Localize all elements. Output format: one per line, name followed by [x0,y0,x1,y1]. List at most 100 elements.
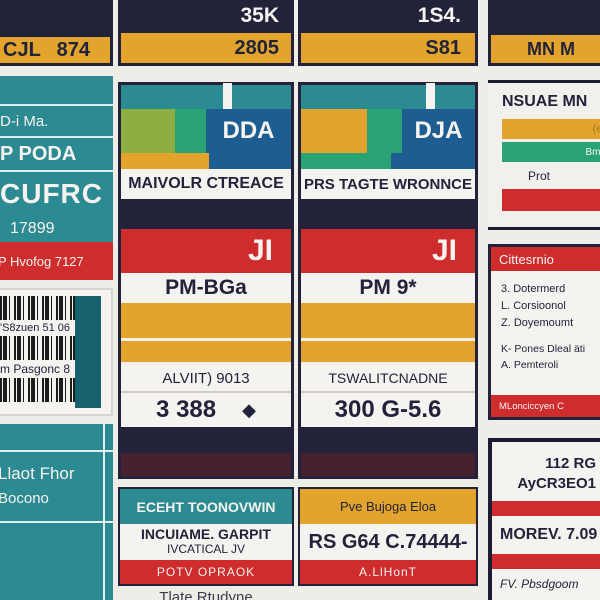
col3-blue-sub [391,153,475,169]
col2-teal-strip [121,83,291,109]
col3-green-sub [301,153,392,169]
barcode-graphic [0,378,76,402]
col1-barcode-side-block [75,296,101,408]
col2-footer-card: ECEHT TOONOVWIN INCUIAME. GARPIT IVCATIC… [118,487,294,586]
col3-top-gold-bar: S81 [301,33,475,63]
col3-tag-line1: 1S4. [417,4,461,27]
col2-color-row1: DDA [121,109,291,153]
col4-list-card: Cittesrnio 3. Dotermerd L. Corsioonol Z.… [488,244,600,420]
col3-navy-footer [301,427,475,453]
col4-info-red-bar [502,189,600,211]
col1-teal-bottom-card: Llaot Fhor Bocono [0,424,113,600]
col3-green-block [367,109,402,153]
col4-top-tag: MN M [488,0,600,66]
col2-olive-block [121,109,176,153]
col2-footer-line2: IVCATICAL JV [166,542,246,556]
col1-top-tag: CJL 874 [0,0,113,66]
col1-tag-left: CJL [3,38,41,61]
col3-number-row: 300 G-5.6 [301,393,475,427]
col4-detail-red-stripe1 [492,501,600,516]
list-item: Z. Doyemoumt [501,317,574,330]
col1-bottom-line1: Llaot Fhor [0,464,75,483]
list-item: K- Pones Dleal äti [501,343,586,356]
col4-info-title: NSUAE MN [502,93,588,110]
col3-gold-block [301,109,368,153]
col2-admit-row: ALVIIT) 9013 [121,365,291,393]
col4-detail-line3: MOREV. 7.09 [500,526,598,543]
col3-footer-card: Pve Bujoga Eloa RS G64 C.74444- A.LlHonT [298,487,478,586]
list-item: 3. Dotermerd [501,283,566,295]
col2-blue-sub [209,153,291,169]
col1-top-gold-bar: CJL 874 [0,37,110,63]
col2-label-card: DDA MAIVOLR CTREACE JI PM-BGa ALVIIT) 90… [118,82,294,479]
list-item: L. Corsioonol [501,300,566,313]
col2-code-row: PM-BGa [121,273,291,303]
col2-footer-line1: INCUIAME. GARPIT [141,526,271,542]
col2-footer-red: POTV OPRAOK [120,560,292,584]
caption-text: Tlate Rtudyne [159,589,253,600]
col2-navy-band [121,199,291,229]
col3-footer-red: A.LlHonT [300,560,476,584]
tick-mark [426,83,436,109]
col4-tag-text: MN M [527,38,575,59]
col3-maroon-footer [301,453,475,476]
col1-barcode-code1: 'S8zuen 51 06 [0,322,70,334]
col4-info-label: Prot [528,169,551,183]
col3-ji-band: JI [301,229,475,273]
col1-barcode-card: 'S8zuen 51 06 m Pasgonc 8 [0,288,113,416]
tick-mark [223,83,232,109]
col4-list-header: Cittesrnio [491,247,600,271]
col1-teal-line2: P PODA [0,138,113,172]
col3-gold-band1 [301,303,475,341]
col3-footer-gold: Pve Bujoga Eloa [300,489,476,524]
col1-teal-number: 17899 [10,220,55,237]
col1-teal-card: D-i Ma. P PODA CUFRC 17899 P Hvofog 7127 [0,76,113,280]
col4-info-green-bar: Bmo [502,142,600,162]
barcode-graphic [0,336,76,360]
col1-teal-strip [0,76,113,106]
col3-top-tag: 1S4. S81 [298,0,478,66]
col3-admit-row: TSWALITCNADNE [301,365,475,393]
col3-name-row: PRS TAGTE WRONNCE [301,169,475,199]
diamond-icon: ◆ [242,399,256,420]
col4-detail-red-stripe2 [492,554,600,569]
col2-number: 3 388 [156,396,217,423]
col2-green-block [175,109,206,153]
list-item: A. Pemteroli [501,359,559,372]
col3-gold-band2 [301,341,475,365]
col2-number-row: 3 388 ◆ [121,393,291,427]
col3-color-row2 [301,153,475,169]
col2-ji-band: JI [121,229,291,273]
col2-tag-line2: 2805 [234,36,280,59]
col3-color-row1: DJA [301,109,475,153]
col2-gold-sub [121,153,210,169]
col2-top-tag: 35K 2805 [118,0,294,66]
col1-top-navy-bar [0,0,110,37]
col2-footer-white: INCUIAME. GARPIT IVCATICAL JV [120,524,292,560]
col4-detail-topline: 112 RG AyCR3EO1 [492,454,600,493]
barcode-graphic [0,296,76,320]
col3-navy-band [301,199,475,229]
col3-footer-white: RS G64 C.74444- [300,524,476,560]
col4-info-gold-bar: (er [502,119,600,139]
col2-gold-band1 [121,303,291,341]
col3-code-row: PM 9* [301,273,475,303]
col1-barcode-code2: m Pasgonc 8 [0,362,71,376]
col3-blue-block: DJA [401,109,475,153]
col1-bottom-line2: Bocono [0,490,49,507]
col1-red-note: P Hvofog 7127 [0,242,113,280]
col2-top-gold-bar: 2805 [121,33,291,63]
col4-top-navy-bar [491,0,600,35]
col1-teal-line1: D-i Ma. [0,106,113,138]
col3-top-navy-bar: 1S4. [301,0,475,33]
col2-tag-line1: 35K [240,4,279,27]
col1-bottom-textblock: Llaot Fhor Bocono [0,450,113,523]
col4-detail-line1: 112 RG [545,455,596,472]
col3-teal-strip [301,83,475,109]
col4-list-body: 3. Dotermerd L. Corsioonol Z. Doyemoumt … [491,271,600,395]
col4-detail-line4: FV. Pbsdgoom [500,577,579,591]
col2-navy-footer [121,427,291,453]
col4-detail-line2: AyCR3EO1 [517,474,596,492]
col2-name-row: MAIVOLR CTREACE [121,169,291,199]
